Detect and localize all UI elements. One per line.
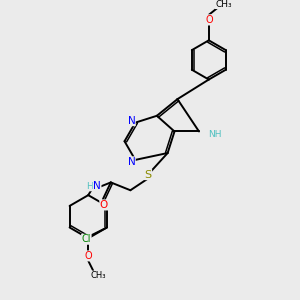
Text: O: O bbox=[206, 15, 214, 25]
Text: NH: NH bbox=[208, 130, 221, 139]
Text: N: N bbox=[128, 116, 135, 126]
Text: CH₃: CH₃ bbox=[90, 271, 106, 280]
Text: O: O bbox=[85, 251, 92, 261]
Text: CH₃: CH₃ bbox=[215, 0, 232, 9]
Text: O: O bbox=[100, 200, 108, 210]
Text: Cl: Cl bbox=[82, 234, 91, 244]
Text: N: N bbox=[128, 157, 135, 167]
Text: N: N bbox=[93, 181, 101, 191]
Text: H: H bbox=[86, 182, 93, 191]
Text: S: S bbox=[145, 169, 152, 180]
